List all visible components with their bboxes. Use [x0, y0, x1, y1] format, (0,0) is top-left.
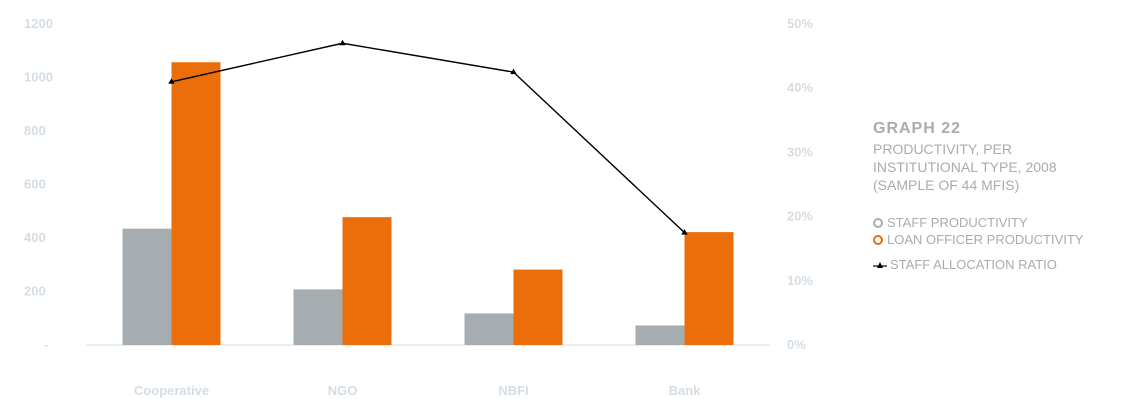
- y-left-tick-label: 800: [24, 123, 46, 138]
- line-triangle-icon: [873, 261, 887, 268]
- graph-subtitle-line-1: PRODUCTIVITY, PER: [873, 141, 1012, 157]
- legend-item-staff-productivity: STAFF PRODUCTIVITY: [873, 214, 1131, 231]
- legend-circle-icon: [873, 234, 883, 245]
- chart-side-panel: GRAPH 22 PRODUCTIVITY, PER INSTITUTIONAL…: [873, 120, 1131, 273]
- bar-loan-officer-productivity: [684, 232, 734, 345]
- graph-subtitle-line-2: INSTITUTIONAL TYPE, 2008: [873, 159, 1057, 175]
- x-tick-label: NGO: [328, 383, 358, 398]
- y-left-tick-label: 1000: [24, 70, 53, 85]
- y-left-tick-label: 200: [24, 284, 46, 299]
- y-right-tick-label: 20%: [787, 209, 813, 224]
- legend-label: LOAN OFFICER PRODUCTIVITY: [887, 232, 1084, 247]
- legend-label: STAFF PRODUCTIVITY: [887, 215, 1028, 230]
- chart: - 200 400 600 800 1000 1200 0% 10% 20% 30% 40% 50% Co…: [24, 16, 813, 398]
- bar-loan-officer-productivity: [342, 217, 392, 345]
- y-right-tick-label: 40%: [787, 80, 813, 95]
- x-tick-label: Cooperative: [134, 383, 209, 398]
- y-right-tick-label: 30%: [787, 144, 813, 159]
- y-right-tick-label: 50%: [787, 16, 813, 31]
- y-left-tick-label: 400: [24, 230, 46, 245]
- legend-item-staff-allocation-ratio: STAFF ALLOCATION RATIO: [873, 256, 1131, 273]
- y-left-tick-label: 600: [24, 177, 46, 192]
- line-point-marker: [510, 68, 517, 75]
- bar-staff-productivity: [293, 289, 343, 345]
- graph-subtitle-line-3: (SAMPLE OF 44 MFIS): [873, 177, 1020, 193]
- x-tick-label: Bank: [669, 383, 702, 398]
- line-point-marker: [681, 229, 688, 235]
- graph-label: GRAPH 22: [873, 120, 962, 137]
- legend-circle-icon: [873, 217, 883, 228]
- x-tick-label: NBFI: [498, 383, 528, 398]
- y-right-tick-label: 10%: [787, 273, 813, 288]
- y-left-tick-label: 1200: [24, 16, 53, 31]
- line-staff-allocation-ratio: [171, 42, 685, 234]
- legend-item-loan-officer-productivity: LOAN OFFICER PRODUCTIVITY: [873, 231, 1131, 248]
- bar-loan-officer-productivity: [171, 62, 221, 345]
- bar-staff-productivity: [464, 313, 514, 345]
- y-left-tick-label: -: [44, 337, 48, 352]
- legend: STAFF PRODUCTIVITY LOAN OFFICER PRODUCTI…: [873, 214, 1131, 273]
- legend-label: STAFF ALLOCATION RATIO: [890, 257, 1057, 272]
- bar-staff-productivity: [635, 325, 685, 345]
- y-right-tick-label: 0%: [787, 337, 806, 352]
- line-point-marker: [339, 39, 346, 46]
- bar-loan-officer-productivity: [513, 269, 563, 345]
- bar-staff-productivity: [122, 228, 172, 345]
- line-point-marker: [168, 78, 175, 84]
